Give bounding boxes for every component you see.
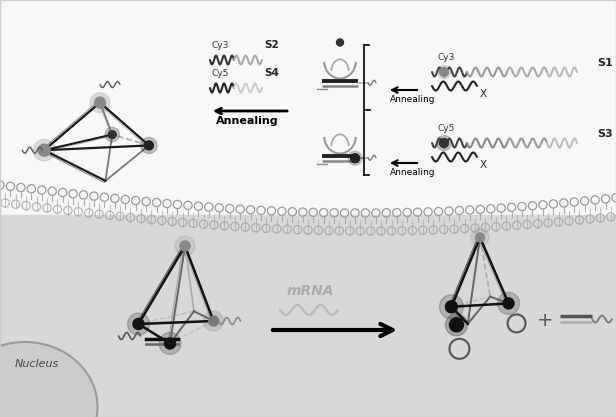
Text: Cy5: Cy5 <box>437 124 455 133</box>
Text: S4: S4 <box>264 68 279 78</box>
Circle shape <box>450 318 463 332</box>
Circle shape <box>351 154 360 163</box>
Circle shape <box>439 138 448 148</box>
Text: X: X <box>480 89 487 99</box>
Circle shape <box>141 137 157 153</box>
Text: X: X <box>480 160 487 170</box>
Circle shape <box>503 298 514 309</box>
Circle shape <box>348 151 362 165</box>
Text: mRNA: mRNA <box>286 284 334 298</box>
Text: S2: S2 <box>264 40 279 50</box>
Circle shape <box>445 314 468 336</box>
Text: Cy3: Cy3 <box>437 53 455 62</box>
Text: Cy3: Cy3 <box>212 41 229 50</box>
Text: S3: S3 <box>597 129 613 139</box>
Circle shape <box>105 127 120 142</box>
Circle shape <box>33 139 55 161</box>
Circle shape <box>180 241 190 251</box>
Circle shape <box>164 338 176 349</box>
Circle shape <box>498 292 519 314</box>
Circle shape <box>145 141 153 150</box>
Circle shape <box>90 93 110 113</box>
Text: Cy5: Cy5 <box>212 69 229 78</box>
Text: Nucleus: Nucleus <box>15 359 59 369</box>
Circle shape <box>437 65 451 79</box>
Ellipse shape <box>0 342 97 417</box>
Bar <box>0 215 616 417</box>
Text: +: + <box>537 311 553 329</box>
Circle shape <box>439 68 448 76</box>
Text: Annealing: Annealing <box>216 116 278 126</box>
Circle shape <box>159 332 181 354</box>
Circle shape <box>203 311 224 331</box>
Circle shape <box>476 233 485 242</box>
Text: S1: S1 <box>597 58 613 68</box>
Circle shape <box>128 313 150 335</box>
Circle shape <box>439 295 463 319</box>
Text: Annealing: Annealing <box>390 168 436 177</box>
Text: Annealing: Annealing <box>390 95 436 104</box>
Circle shape <box>94 97 105 108</box>
Circle shape <box>175 236 195 256</box>
Circle shape <box>133 319 144 329</box>
Circle shape <box>208 316 219 326</box>
Circle shape <box>437 136 452 151</box>
Bar <box>0 0 616 215</box>
Circle shape <box>471 229 489 246</box>
Circle shape <box>38 144 51 156</box>
Circle shape <box>108 131 116 138</box>
Circle shape <box>445 301 458 313</box>
Circle shape <box>336 39 344 46</box>
